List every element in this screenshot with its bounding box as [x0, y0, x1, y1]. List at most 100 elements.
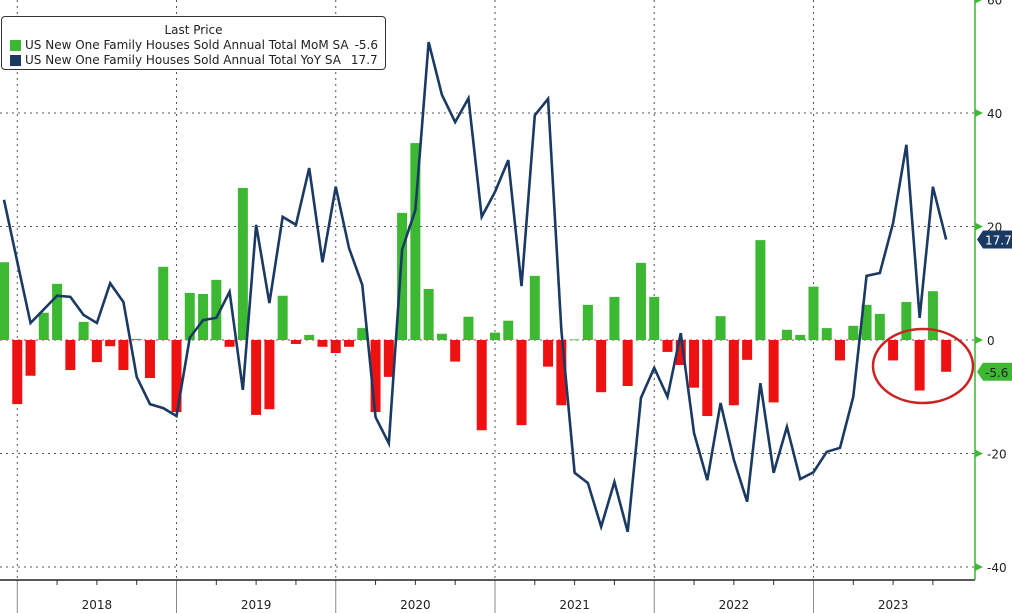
mom-bar [649, 296, 660, 340]
mom-bar [105, 340, 116, 347]
y-tick-label: -20 [987, 448, 1007, 462]
mom-bar [927, 291, 938, 340]
y-tick-label: 0 [987, 334, 995, 348]
mom-bar [529, 275, 540, 340]
mom-bar [357, 328, 368, 340]
mom-bar [25, 340, 36, 376]
legend-item-mom: US New One Family Houses Sold Annual Tot… [2, 38, 385, 53]
mom-bar [874, 313, 885, 340]
mom-bar [489, 332, 500, 340]
mom-bar [516, 340, 527, 426]
tick-arrow-icon [975, 109, 983, 117]
mom-bar [795, 334, 806, 340]
x-year-label: 2021 [559, 598, 590, 612]
mom-bar [224, 340, 235, 347]
mom-bar [914, 340, 925, 391]
tick-arrow-icon [975, 222, 983, 231]
legend-label-yoy: US New One Family Houses Sold Annual Tot… [25, 53, 341, 67]
mom-bar [317, 340, 328, 347]
mom-bar [410, 143, 421, 340]
yoy-tag: 17.7 [985, 234, 1012, 248]
mom-bar [781, 329, 792, 340]
mom-bar [370, 340, 381, 413]
legend-value-mom: -5.6 [354, 38, 378, 52]
mom-bar [463, 316, 474, 340]
mom-bar [264, 340, 275, 410]
mom-bar [211, 279, 222, 340]
mom-bar [78, 321, 89, 340]
mom-bar [450, 340, 461, 362]
mom-tag-bg [977, 362, 1012, 381]
mom-bar [596, 340, 607, 393]
x-year-label: 2020 [400, 598, 431, 612]
mom-bar [808, 286, 819, 340]
mom-bar [91, 340, 102, 363]
mom-bar [184, 292, 195, 340]
mom-bar [635, 262, 646, 340]
mom-bar [277, 295, 288, 340]
mom-bar [158, 266, 169, 340]
mom-tag: -5.6 [985, 366, 1008, 380]
gridlines [0, 0, 975, 580]
mom-bar [848, 325, 859, 340]
legend-swatch-green [10, 40, 21, 51]
tick-arrow-icon [975, 449, 983, 458]
mom-bar [901, 301, 912, 340]
mom-bar [198, 294, 209, 340]
mom-bar [715, 316, 726, 340]
y-tick-label: 60 [987, 0, 1002, 8]
mom-bar [476, 340, 487, 431]
mom-bar [171, 340, 182, 413]
mom-bar [755, 240, 766, 340]
mom-bar [742, 340, 753, 360]
y-tick-label: -40 [987, 561, 1007, 575]
tick-arrow-icon [975, 563, 983, 571]
mom-bar [503, 320, 514, 340]
tick-arrow-icon [975, 336, 983, 344]
mom-bar [768, 340, 779, 403]
legend-title: Last Price [164, 23, 223, 37]
mom-bar [662, 340, 673, 352]
yoy-line [2, 41, 948, 533]
mom-bar [888, 340, 899, 361]
mom-bar [304, 334, 315, 340]
mom-bar [689, 340, 700, 388]
annotation-ellipse [871, 327, 975, 405]
mom-bar [436, 333, 447, 340]
mom-bar [0, 262, 9, 340]
mom-bar [144, 340, 155, 379]
mom-bar [131, 338, 142, 340]
mom-bar [383, 340, 394, 377]
mom-bar [556, 340, 567, 406]
mom-bar [821, 328, 832, 340]
tick-arrow-icon [975, 0, 982, 4]
mom-bar [675, 340, 686, 365]
mom-bar [397, 212, 408, 340]
mom-bar [582, 304, 593, 340]
legend-swatch-navy [10, 55, 21, 66]
mom-bar [52, 283, 63, 340]
x-year-label: 2022 [719, 598, 750, 612]
mom-bar [728, 340, 739, 406]
mom-bar [344, 340, 355, 347]
mom-bar [622, 340, 633, 386]
mom-bar [609, 296, 620, 340]
yoy-tag-bg [977, 230, 1012, 249]
mom-bar [543, 340, 554, 367]
mom-bar [941, 340, 952, 372]
mom-bar [569, 339, 580, 341]
legend-label-mom: US New One Family Houses Sold Annual Tot… [25, 38, 349, 52]
legend: Last Price US New One Family Houses Sold… [1, 16, 386, 70]
mom-bar [251, 340, 262, 415]
mom-bar [237, 187, 248, 340]
mom-bar [65, 340, 76, 371]
mom-bar [835, 340, 846, 361]
x-year-label: 2019 [241, 598, 272, 612]
mom-bar [330, 340, 341, 354]
mom-bar [861, 304, 872, 340]
yoy-line-group [2, 41, 948, 533]
mom-bars [0, 143, 952, 431]
x-year-label: 2023 [878, 598, 909, 612]
